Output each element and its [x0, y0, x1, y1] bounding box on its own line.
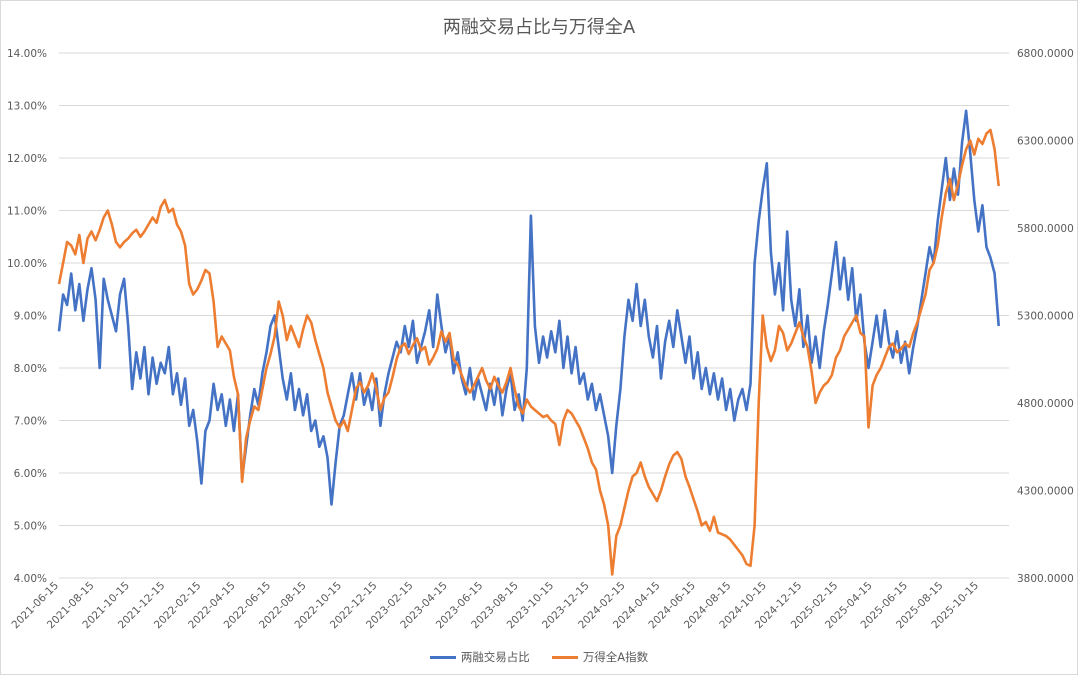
y-right-tick-label: 5800.0000 — [1017, 223, 1074, 235]
y-left-tick-label: 10.00% — [7, 258, 47, 270]
y-right-tick-label: 6300.0000 — [1017, 136, 1074, 148]
y-left-tick-label: 14.00% — [7, 48, 47, 60]
y-left-tick-label: 8.00% — [14, 363, 47, 375]
legend-label-wind-a-index: 万得全A指数 — [582, 650, 649, 664]
y-left-tick-label: 6.00% — [14, 468, 47, 480]
legend-label-margin-ratio: 两融交易占比 — [460, 650, 530, 664]
legend-swatch-wind-a-index — [551, 655, 578, 659]
y-left-tick-label: 11.00% — [7, 206, 47, 218]
y-left-tick-label: 5.00% — [14, 521, 47, 533]
legend-item-margin-ratio: 两融交易占比 — [429, 649, 530, 665]
y-right-tick-label: 6800.0000 — [1017, 48, 1074, 60]
y-left-tick-label: 13.00% — [7, 101, 47, 113]
series-line-wind-a-index — [57, 128, 1000, 576]
y-right-tick-label: 3800.0000 — [1017, 573, 1074, 585]
series-line-margin-ratio — [57, 109, 1000, 506]
legend: 两融交易占比 万得全A指数 — [1, 649, 1077, 665]
y-left-tick-label: 4.00% — [14, 573, 47, 585]
y-right-tick-label: 4800.0000 — [1017, 398, 1074, 410]
legend-item-wind-a-index: 万得全A指数 — [551, 649, 649, 665]
chart-title: 两融交易占比与万得全A — [442, 17, 636, 38]
y-left-tick-label: 9.00% — [14, 311, 47, 323]
y-left-tick-label: 12.00% — [7, 153, 47, 165]
y-left-tick-label: 7.00% — [14, 416, 47, 428]
y-right-tick-label: 5300.0000 — [1017, 311, 1074, 323]
legend-swatch-margin-ratio — [429, 655, 456, 659]
y-right-tick-label: 4300.0000 — [1017, 486, 1074, 498]
